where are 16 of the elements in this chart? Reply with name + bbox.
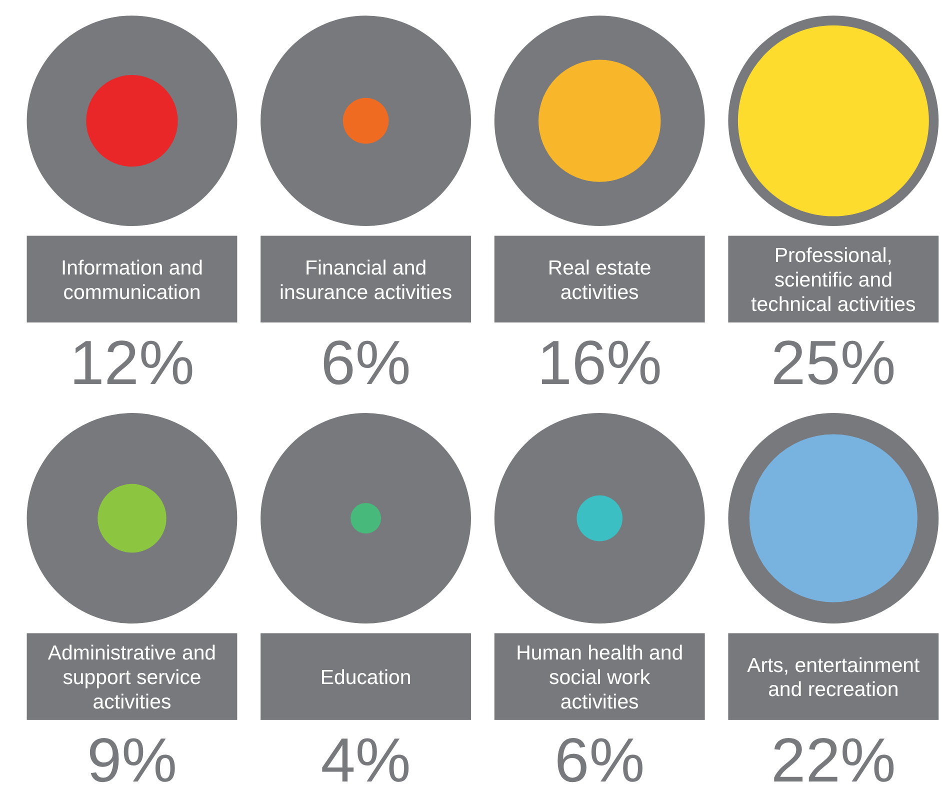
category-label: Professional, scientific and technical activities (751, 244, 916, 316)
data-label: 9% (86, 726, 178, 793)
data-label: 25% (771, 328, 896, 398)
data-label: 6% (554, 726, 645, 793)
data-label: 6% (320, 328, 411, 398)
category-label: Human health and social work activities (516, 641, 684, 713)
category-label: Information and communication (60, 256, 203, 304)
category-label: Arts, entertainment and recreation (747, 653, 920, 701)
category-label: Real estate activities (548, 256, 652, 304)
data-label: 12% (70, 328, 194, 398)
category-label: Education (320, 666, 412, 689)
data-label: 16% (537, 328, 662, 398)
category-label: Financial and insurance activities (279, 256, 452, 304)
category-label: Administrative and support service activities (48, 641, 216, 713)
data-label: 4% (320, 726, 411, 793)
data-label: 22% (771, 726, 896, 793)
